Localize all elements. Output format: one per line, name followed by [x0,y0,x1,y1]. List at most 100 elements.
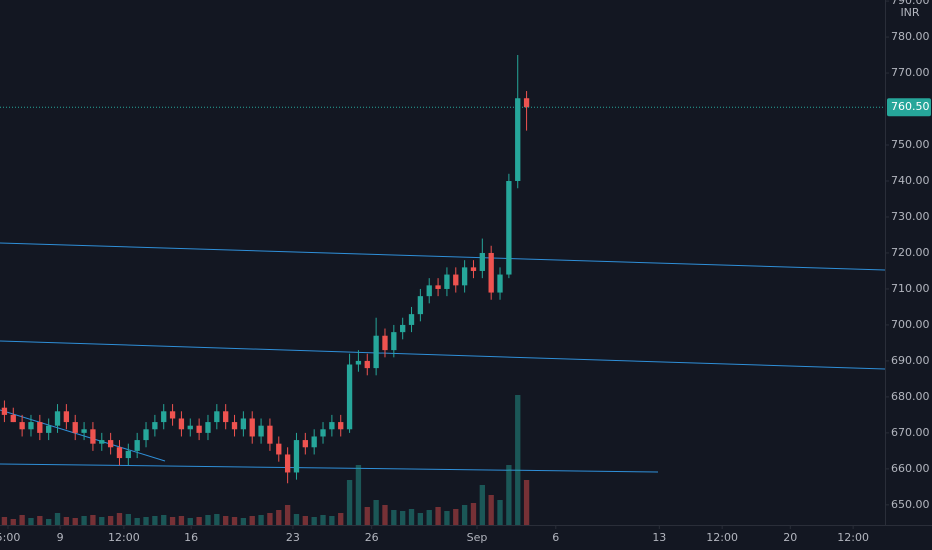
volume-bar [302,516,308,525]
candle-body [240,418,247,430]
y-tick-label: 790.00 [891,0,930,7]
candle-body [320,429,326,437]
volume-bar [417,513,424,525]
candle-body [479,252,485,271]
drawings [0,242,886,473]
volume-bar [223,516,229,525]
volume-bar [143,517,149,525]
candle-body [382,335,388,351]
candle-body [267,425,273,444]
candle-body [284,454,291,473]
candle-body [196,425,202,433]
volume-bar [196,517,202,525]
trend-line [0,242,886,271]
candle-body [143,429,149,441]
candle-body [258,425,264,437]
volume-bar [72,518,78,525]
candle-body [214,411,220,423]
volume-bar [320,515,326,525]
candle-body [19,422,25,430]
volume-bar [523,480,530,525]
candle-body [497,274,503,293]
volume-bar [497,500,503,525]
candle-body [54,411,61,426]
candle-body [373,335,379,369]
volume-bar [125,514,131,525]
volume-bar [293,514,300,525]
candle-body [37,422,43,433]
volume-bar [63,517,70,525]
y-tick-label: 780.00 [891,30,930,43]
volume-bar [488,495,494,525]
volume-bar [134,518,140,525]
candle-body [426,285,432,297]
candle-body [461,267,468,286]
candle-body [408,314,415,325]
candle-body [302,440,308,448]
volume-bar [267,513,273,525]
y-tick-label: 710.00 [891,282,930,295]
candle-body [417,296,424,315]
volume-bar [329,516,335,525]
volume-bar [426,510,432,525]
candle-body [231,422,238,430]
volume-bar [311,517,317,525]
y-tick-label: 690.00 [891,354,930,367]
x-tick-label: 23 [286,531,300,544]
candle-body [161,411,167,423]
volume-bar [161,515,167,525]
candle-body [107,440,114,448]
volume-bar [355,465,362,525]
candle-body [125,450,131,459]
candle-body [346,364,353,430]
y-tick-label: 720.00 [891,246,930,259]
volume-bar [46,519,52,525]
y-tick-label: 730.00 [891,210,930,223]
volume-bar [28,518,34,525]
volume-bar [346,480,353,525]
candle-body [444,274,450,289]
volume-bar [479,485,485,525]
y-tick-label: 700.00 [891,318,930,331]
candle-body [134,440,140,451]
x-tick-label: 26 [365,531,379,544]
candle-body [276,443,282,455]
volume-bar [391,510,397,525]
volume-bar [435,507,441,525]
x-tick-label: 5:00 [0,531,20,544]
volume-bar [187,518,193,525]
volume-bar [506,465,512,525]
volume-bar [461,505,468,525]
volume-bar [400,511,406,525]
volume-bar [338,513,344,525]
candle-body [152,422,158,430]
y-tick-label: 770.00 [891,66,930,79]
volume-bar [90,515,96,525]
x-tick-label: 12:00 [837,531,869,544]
volume-bar [231,517,238,525]
candle-body [338,422,344,430]
candle-body [391,332,397,351]
volume-bar [453,509,459,525]
candle-body [28,422,34,430]
volume-bar [54,513,61,525]
candle-body [81,429,87,433]
volume-bar [276,510,282,525]
candle-body [63,411,70,423]
last-price-label: 760.50 [891,100,930,113]
volume-bar [408,509,415,525]
volume-bar [382,505,388,525]
volume-bar [249,516,255,525]
y-tick-label: 740.00 [891,174,930,187]
volume-bar [373,500,379,525]
volume-bar [178,516,185,525]
volume-bar [258,515,264,525]
trend-line [0,463,659,473]
volume-bar [19,515,25,525]
y-tick-label: 660.00 [891,462,930,475]
x-tick-label: 6 [552,531,559,544]
y-tick-label: 650.00 [891,498,930,511]
x-tick-label: 13 [652,531,666,544]
volume-bar [99,517,105,525]
y-tick-label: 750.00 [891,138,930,151]
